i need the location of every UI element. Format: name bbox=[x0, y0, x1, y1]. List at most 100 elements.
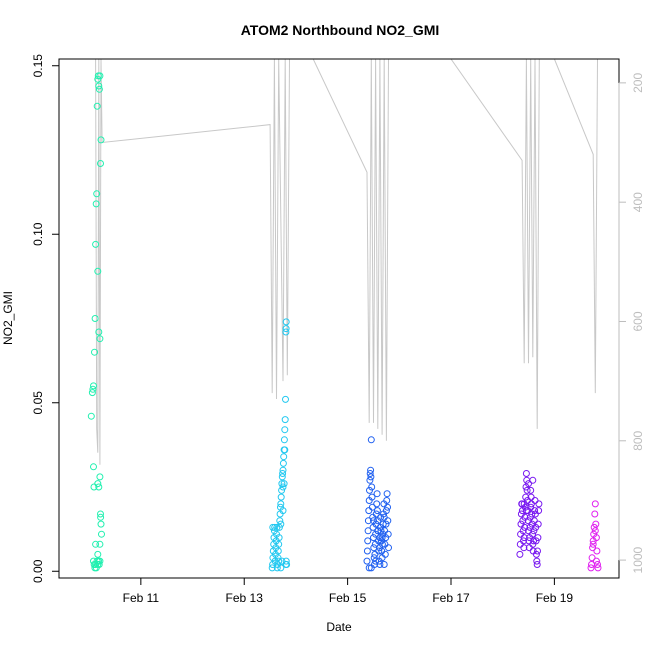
data-point bbox=[94, 480, 102, 488]
data-point bbox=[278, 486, 286, 494]
data-point bbox=[277, 564, 285, 572]
data-point bbox=[280, 480, 288, 488]
data-point bbox=[520, 537, 527, 545]
data-point bbox=[279, 466, 287, 474]
data-point bbox=[269, 523, 277, 531]
data-point bbox=[275, 534, 283, 542]
data-point bbox=[531, 507, 539, 515]
data-point bbox=[275, 540, 283, 548]
y2-tick-label: 800 bbox=[631, 430, 645, 450]
data-point bbox=[281, 416, 289, 424]
data-point bbox=[365, 564, 373, 572]
x-axis: Feb 11 Feb 13 Feb 15 Feb 17 Feb 19 bbox=[123, 577, 573, 605]
data-point bbox=[92, 240, 100, 248]
data-point bbox=[94, 267, 102, 275]
pressure-line-layer bbox=[95, 58, 598, 465]
y2-tick-label: 600 bbox=[631, 311, 645, 331]
data-point bbox=[372, 510, 380, 518]
x-tick-label: Feb 11 bbox=[123, 591, 160, 605]
data-point bbox=[527, 503, 535, 511]
data-point bbox=[375, 547, 383, 555]
data-point bbox=[280, 453, 288, 461]
data-point bbox=[366, 476, 374, 484]
x-tick-label: Feb 17 bbox=[432, 591, 470, 605]
data-point bbox=[96, 540, 104, 548]
data-point bbox=[95, 483, 103, 491]
series-4 bbox=[516, 470, 543, 568]
data-point bbox=[281, 446, 289, 454]
data-point bbox=[381, 550, 389, 558]
data-point bbox=[520, 544, 528, 552]
data-point bbox=[591, 500, 599, 508]
data-point bbox=[366, 470, 374, 477]
data-point bbox=[282, 395, 289, 403]
data-point bbox=[95, 82, 103, 90]
data-point bbox=[96, 72, 104, 80]
data-point bbox=[370, 517, 377, 525]
data-point bbox=[531, 497, 539, 504]
data-point bbox=[364, 527, 372, 535]
data-point bbox=[527, 486, 535, 494]
series-1 bbox=[87, 72, 105, 572]
data-point bbox=[374, 527, 382, 535]
data-point bbox=[520, 500, 528, 508]
data-point bbox=[364, 517, 372, 525]
y2-tick-label: 200 bbox=[631, 73, 645, 93]
data-point bbox=[535, 507, 543, 515]
data-point bbox=[282, 325, 290, 333]
data-point bbox=[91, 348, 98, 356]
y-axis-label: NO2_GMI bbox=[1, 291, 15, 345]
data-point bbox=[525, 480, 532, 488]
data-point bbox=[96, 335, 104, 343]
x-tick-label: Feb 15 bbox=[329, 591, 367, 605]
data-point bbox=[591, 510, 599, 518]
data-point bbox=[277, 500, 285, 508]
data-point bbox=[590, 523, 598, 531]
data-point bbox=[282, 557, 290, 565]
data-point bbox=[373, 507, 381, 515]
data-point bbox=[95, 328, 103, 336]
data-point bbox=[591, 527, 599, 535]
series-3 bbox=[363, 436, 392, 572]
data-point bbox=[279, 470, 287, 477]
y2-axis: 200 400 600 800 1000 bbox=[618, 73, 645, 573]
data-point bbox=[384, 517, 392, 525]
data-point bbox=[594, 561, 601, 568]
data-point bbox=[268, 564, 276, 572]
chart-title: ATOM2 Northbound NO2_GMI bbox=[241, 22, 440, 38]
data-point bbox=[363, 547, 371, 555]
data-point bbox=[588, 554, 596, 562]
data-point bbox=[87, 412, 95, 420]
data-point bbox=[368, 503, 376, 511]
data-point bbox=[94, 550, 102, 558]
data-point bbox=[382, 507, 390, 515]
data-point bbox=[534, 520, 542, 528]
data-point bbox=[377, 527, 385, 535]
data-point bbox=[279, 483, 287, 491]
data-point bbox=[532, 537, 540, 545]
data-point bbox=[282, 318, 290, 326]
data-point bbox=[282, 328, 290, 336]
data-point bbox=[593, 547, 601, 555]
data-point bbox=[382, 520, 390, 528]
data-point bbox=[592, 557, 600, 565]
data-point bbox=[529, 530, 536, 538]
data-point bbox=[520, 534, 528, 542]
data-point bbox=[95, 85, 103, 93]
data-point bbox=[368, 483, 376, 491]
data-point bbox=[589, 544, 597, 552]
data-point bbox=[93, 190, 101, 198]
data-point bbox=[96, 557, 104, 565]
data-point bbox=[97, 510, 104, 518]
pressure-line bbox=[95, 58, 598, 465]
data-point bbox=[278, 480, 286, 488]
data-point bbox=[93, 102, 101, 110]
y-tick-label: 0.15 bbox=[31, 54, 45, 78]
data-point bbox=[89, 385, 97, 393]
data-point bbox=[88, 389, 96, 397]
data-point bbox=[279, 507, 287, 515]
data-point bbox=[371, 550, 379, 558]
data-point bbox=[368, 493, 376, 501]
series-5 bbox=[587, 500, 602, 572]
